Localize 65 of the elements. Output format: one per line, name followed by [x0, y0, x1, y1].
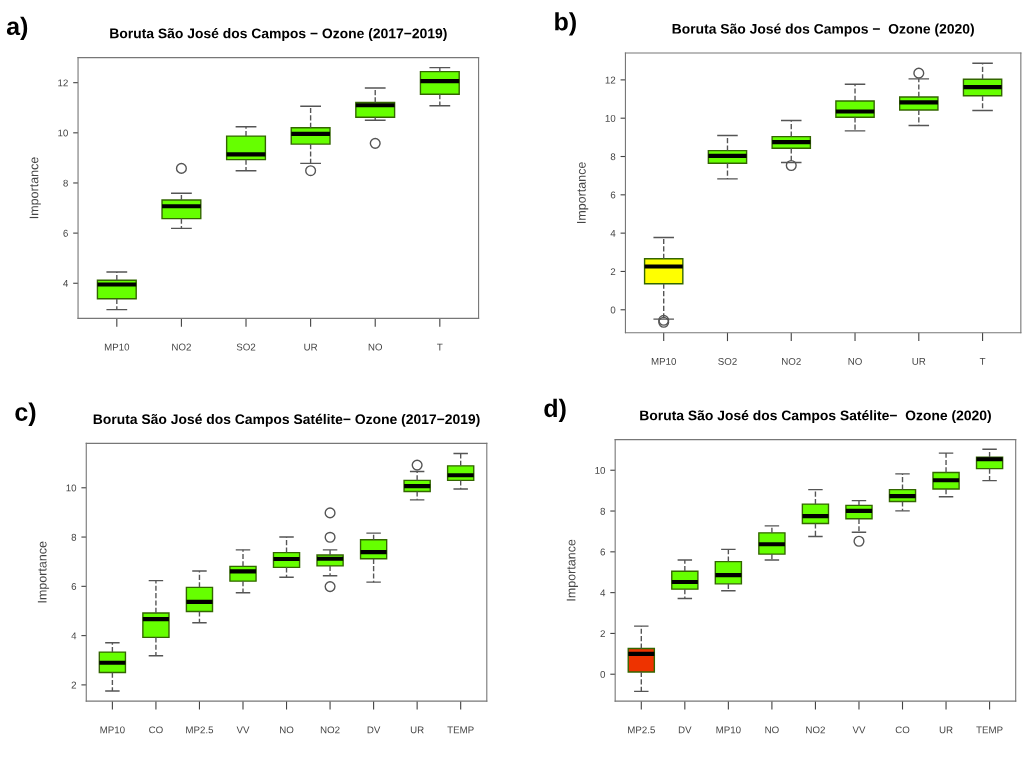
x-tick-label: UR	[939, 726, 953, 734]
x-tick-label: VV	[852, 726, 866, 734]
x-tick-label: TEMP	[976, 726, 1003, 734]
chart-title: Boruta São José dos Campos − Ozone (2020)	[672, 23, 974, 37]
y-tick-label: 6	[600, 548, 606, 556]
x-tick-label: SO2	[718, 358, 737, 365]
x-tick-label: DV	[678, 726, 692, 734]
y-axis-title: Importance	[29, 157, 41, 219]
y-tick-label: 12	[605, 76, 616, 84]
x-tick-label: NO	[848, 358, 862, 365]
x-tick-label: T	[437, 343, 443, 351]
y-tick-label: 4	[600, 589, 606, 597]
x-tick-label: NO2	[806, 726, 825, 734]
x-tick-label: UR	[410, 726, 424, 734]
x-tick-label: NO	[765, 726, 779, 734]
y-tick-label: 6	[63, 229, 68, 237]
chart-title: Boruta São José dos Campos Satélite− Ozone (2020)	[640, 410, 991, 424]
y-tick-label: 10	[58, 129, 68, 137]
x-tick-label: MP10	[104, 343, 130, 351]
chart-title: Boruta São José dos Campos Satélite− Ozone (2017−2019)	[93, 413, 480, 427]
x-tick-label: CO	[149, 726, 163, 734]
y-tick-label: 8	[63, 179, 68, 187]
y-tick-label: 10	[605, 114, 616, 122]
y-tick-label: 2	[71, 681, 77, 689]
y-axis-title: Importance	[566, 539, 578, 601]
y-tick-label: 4	[63, 280, 69, 287]
chart-title: Boruta São José dos Campos − Ozone (2017−2019)	[110, 27, 447, 42]
y-axis-title: Importance	[37, 541, 50, 603]
x-tick-label: SO2	[236, 343, 256, 351]
text: d)	[544, 398, 566, 423]
x-tick-label: MP10	[651, 358, 677, 365]
y-tick-label: 4	[71, 632, 77, 640]
x-tick-label: TEMP	[447, 726, 474, 734]
y-tick-label: 6	[71, 583, 77, 590]
y-tick-label: 2	[610, 268, 616, 275]
y-tick-label: 12	[58, 79, 68, 87]
x-tick-label: NO2	[320, 726, 340, 734]
text: a)	[6, 16, 28, 41]
x-tick-label: UR	[304, 343, 318, 351]
y-tick-label: 8	[600, 507, 606, 515]
x-tick-label: NO	[368, 343, 383, 351]
x-tick-label: MP2.5	[628, 726, 655, 734]
x-tick-label: MP10	[716, 726, 741, 734]
x-tick-label: NO	[280, 726, 294, 734]
y-tick-label: 0	[600, 670, 606, 678]
y-tick-label: 8	[610, 153, 616, 161]
x-tick-label: NO2	[172, 343, 191, 351]
y-tick-label: 4	[610, 229, 616, 237]
y-tick-label: 8	[71, 533, 77, 541]
text: c)	[15, 402, 36, 426]
x-tick-label: T	[979, 358, 986, 365]
x-tick-label: MP2.5	[186, 726, 214, 734]
y-tick-label: 6	[610, 191, 616, 199]
y-tick-label: 10	[595, 466, 606, 474]
y-tick-label: 2	[600, 630, 605, 637]
x-tick-label: UR	[912, 358, 926, 365]
y-tick-label: 0	[610, 306, 616, 314]
x-tick-label: MP10	[100, 726, 125, 734]
y-tick-label: 10	[66, 484, 77, 492]
x-tick-label: CO	[895, 726, 910, 734]
text: b)	[555, 12, 576, 36]
x-tick-label: NO2	[782, 358, 801, 365]
x-tick-label: VV	[236, 726, 250, 734]
x-tick-label: DV	[367, 726, 381, 734]
y-axis-title: Importance	[577, 162, 589, 224]
